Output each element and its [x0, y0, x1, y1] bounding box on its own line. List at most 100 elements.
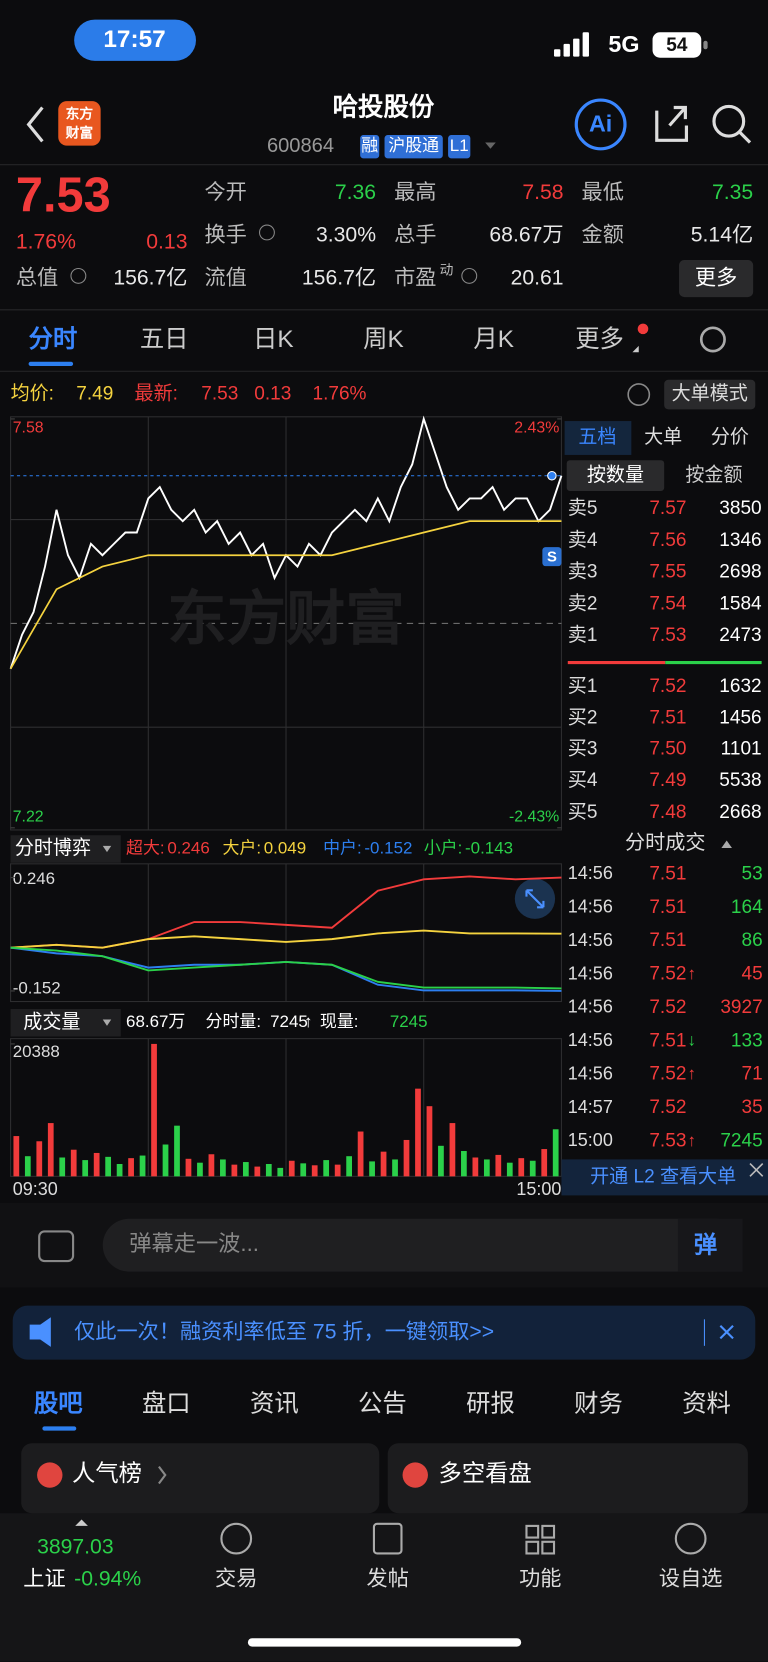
section-tab[interactable]: 资讯 [250, 1391, 299, 1418]
panel-selector[interactable] [10, 835, 121, 863]
tag-text: 融 [361, 136, 378, 155]
book-subtab[interactable]: 按数量 [587, 464, 644, 486]
sort-icon [721, 840, 732, 848]
l2-banner[interactable] [561, 1159, 768, 1196]
nav-item[interactable]: 交易 [215, 1567, 257, 1591]
tab[interactable]: 周K [363, 326, 404, 353]
trade-arrow: ↓ [687, 1031, 695, 1050]
card[interactable] [387, 1443, 748, 1514]
l2-close[interactable] [749, 1163, 764, 1177]
danmu-button[interactable] [677, 1218, 743, 1272]
nav-item[interactable]: 发帖 [367, 1567, 409, 1591]
volume-bar [438, 1145, 444, 1177]
card[interactable] [21, 1443, 380, 1514]
section-tab[interactable]: 股吧 [34, 1391, 83, 1418]
book-price: 7.57 [649, 498, 686, 519]
avg-label: 均价: [11, 383, 54, 405]
volume-summary: 7245 [270, 1012, 308, 1031]
signal [554, 32, 589, 57]
tab-underline [28, 361, 74, 366]
book-subtab[interactable]: 按金额 [685, 464, 742, 486]
tab-active[interactable] [564, 421, 632, 455]
volume-bar [254, 1166, 261, 1177]
field-value: 20.61 [511, 267, 564, 290]
tag [360, 135, 380, 159]
book-price: 7.49 [649, 770, 686, 791]
share-button[interactable] [655, 105, 689, 142]
trade-time: 14:56 [568, 1063, 613, 1083]
home-indicator [247, 1638, 522, 1647]
promo-banner[interactable] [12, 1305, 756, 1360]
book-price: 7.50 [649, 738, 686, 759]
comment-input[interactable] [102, 1218, 743, 1272]
volume-bar [185, 1158, 192, 1177]
volume-summary: 68.67万 [126, 1012, 185, 1031]
help-icon[interactable] [627, 383, 651, 406]
volume-bar [24, 1156, 31, 1177]
danmu-label[interactable]: 弹 [694, 1231, 717, 1257]
subtab-active[interactable] [566, 460, 665, 491]
settings-button[interactable] [699, 326, 726, 353]
more-button[interactable] [679, 260, 754, 298]
panel-selector[interactable] [10, 1008, 121, 1037]
book-price: 7.54 [649, 593, 686, 614]
volume-bar [220, 1159, 226, 1177]
section-tab[interactable]: 公告 [358, 1391, 407, 1418]
tab[interactable]: 分时 [29, 326, 78, 353]
tag [448, 135, 471, 159]
volume-bar [70, 1149, 77, 1177]
trade-price: 7.51 [649, 863, 686, 884]
section-tab[interactable]: 盘口 [142, 1391, 191, 1418]
tab[interactable]: 五日 [140, 326, 189, 353]
trade-time: 14:56 [568, 930, 613, 950]
back-button[interactable] [26, 106, 44, 143]
stock-code: 600864 [267, 135, 334, 157]
volume-summary: 7245 [390, 1012, 428, 1031]
banner-text[interactable]: 仅此一次！融资利率低至 75 折，一键领取>> [74, 1320, 494, 1344]
nav-item[interactable]: 设自选 [659, 1567, 723, 1591]
card-title: 多空看盘 [439, 1460, 532, 1486]
info-icon[interactable] [461, 267, 478, 284]
search-button[interactable] [712, 104, 746, 138]
trade-time: 15:00 [568, 1130, 613, 1150]
info-icon[interactable] [70, 267, 87, 284]
info-icon[interactable] [259, 224, 275, 241]
book-tab[interactable]: 分价 [711, 426, 749, 448]
book-label: 卖1 [568, 624, 598, 646]
banner-close[interactable] [719, 1324, 734, 1340]
book-volume: 1346 [719, 530, 761, 551]
volume-bar [231, 1164, 238, 1177]
nav-item[interactable]: 功能 [519, 1567, 561, 1591]
section-tab[interactable]: 资料 [682, 1391, 731, 1418]
ai-button[interactable] [574, 98, 627, 151]
mode-label[interactable]: 大单模式 [672, 383, 748, 405]
field-label: 换手 [204, 222, 246, 246]
l2-label[interactable]: 开通 L2 查看大单 [590, 1165, 736, 1187]
tab[interactable]: 月K [473, 326, 514, 353]
dropdown[interactable] [485, 142, 496, 149]
more-label[interactable]: 更多 [695, 266, 737, 290]
book-tab[interactable]: 五档 [578, 426, 616, 448]
y-tick-label: 7.58 [13, 420, 44, 437]
volume-bar [541, 1149, 548, 1177]
book-tab[interactable]: 大单 [644, 426, 682, 448]
index-pct: -0.94% [74, 1568, 141, 1591]
trade-arrow: ↑ [687, 964, 695, 983]
book-volume: 3850 [719, 498, 761, 519]
mode-button[interactable] [664, 379, 756, 410]
section-tab[interactable]: 财务 [574, 1391, 623, 1418]
legend-value: -0.143 [465, 838, 513, 857]
book-volume: 1101 [721, 738, 762, 759]
danmu-icon[interactable] [38, 1230, 75, 1263]
volume-bar [518, 1158, 525, 1177]
y-tick-label: 0.246 [13, 869, 55, 888]
volume-bar [116, 1163, 123, 1177]
nav-icons [220, 1522, 707, 1555]
ai-label[interactable]: Ai [589, 111, 612, 137]
section-tab[interactable]: 研报 [466, 1391, 515, 1418]
tab[interactable]: 更多 [575, 326, 624, 353]
book-volume: 1584 [719, 593, 762, 614]
tab[interactable]: 日K [253, 326, 294, 353]
volume-bar [552, 1129, 559, 1177]
